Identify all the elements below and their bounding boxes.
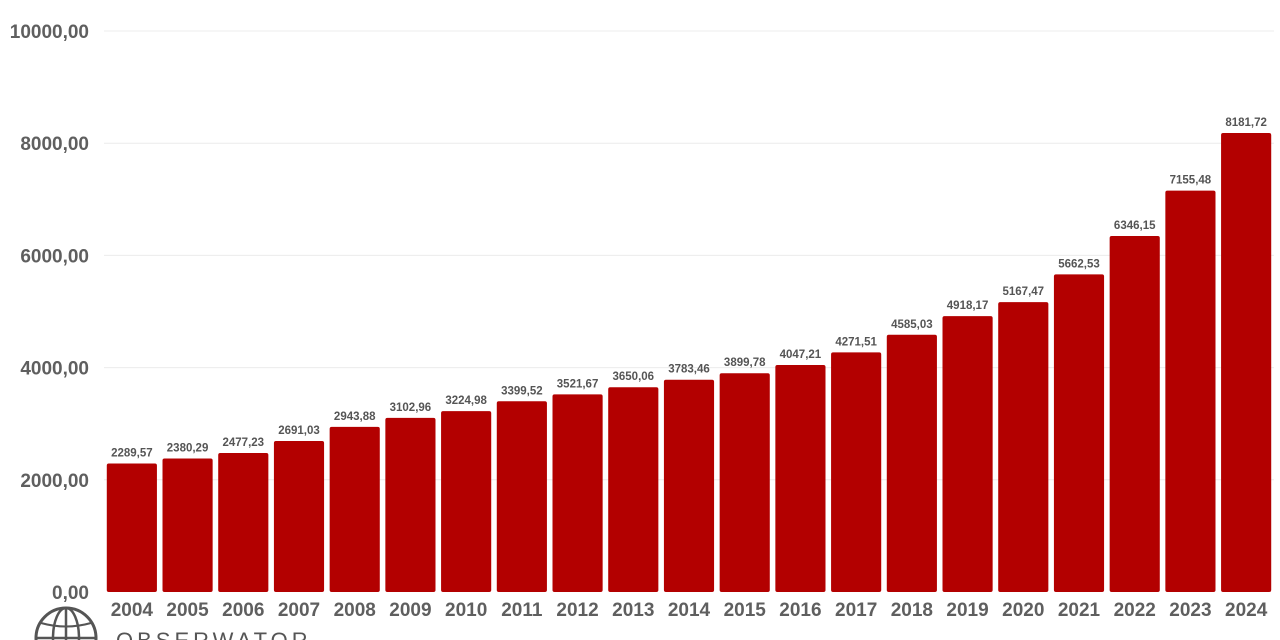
data-labels: 2289,57 2380,29 2477,23 2691,03 2943,88 3102,… — [111, 117, 1267, 460]
data-label: 2943,88 — [334, 411, 376, 423]
globe-icon — [34, 606, 98, 640]
y-tick-label: 0,00 — [52, 583, 89, 604]
data-label: 3399,52 — [501, 385, 543, 397]
x-tick-label: 2009 — [389, 600, 431, 621]
data-label: 2691,03 — [278, 425, 320, 437]
x-tick-label: 2021 — [1058, 600, 1101, 621]
data-label: 4585,03 — [891, 319, 933, 331]
bar-2009 — [385, 417, 436, 592]
x-tick-label: 2023 — [1169, 600, 1211, 621]
x-tick-label: 2008 — [334, 600, 376, 621]
data-label: 6346,15 — [1114, 220, 1156, 232]
x-tick-label: 2022 — [1114, 600, 1156, 621]
data-label: 3521,67 — [557, 378, 599, 390]
y-tick-label: 8000,00 — [20, 134, 89, 155]
bar-2019 — [942, 316, 993, 592]
bar-2015 — [719, 373, 770, 592]
x-axis: 2004 2005 2006 2007 2008 2009 2010 2011 2012 2013… — [111, 600, 1268, 621]
data-label: 3224,98 — [445, 395, 487, 407]
bar-2017 — [831, 352, 882, 592]
data-label: 2380,29 — [167, 442, 209, 454]
data-label: 8181,72 — [1225, 117, 1267, 129]
bar-2006 — [218, 453, 269, 592]
y-tick-label: 6000,00 — [20, 246, 89, 267]
bar-2016 — [775, 364, 826, 592]
data-label: 4918,17 — [947, 300, 989, 312]
x-tick-label: 2020 — [1002, 600, 1044, 621]
bar-2005 — [162, 458, 213, 592]
bar-2018 — [886, 334, 937, 592]
data-label: 4047,21 — [780, 349, 822, 361]
x-tick-label: 2014 — [668, 600, 711, 621]
bar-2011 — [496, 401, 547, 592]
data-label: 5662,53 — [1058, 258, 1100, 270]
logo-text: OBSERWATOR — [116, 628, 312, 640]
bar-2023 — [1165, 190, 1216, 592]
y-tick-label: 2000,00 — [20, 471, 89, 492]
data-label: 2477,23 — [222, 437, 264, 449]
data-label: 5167,47 — [1002, 286, 1044, 298]
bar-2021 — [1053, 274, 1105, 592]
bar-2020 — [998, 302, 1049, 592]
bar-2013 — [608, 387, 659, 592]
bars — [106, 133, 1272, 593]
bar-2024 — [1221, 133, 1272, 593]
x-tick-label: 2007 — [278, 600, 320, 621]
bar-2007 — [273, 441, 325, 592]
data-label: 4271,51 — [835, 336, 877, 348]
data-label: 3102,96 — [390, 402, 432, 414]
data-label: 3783,46 — [668, 364, 710, 376]
y-axis: 0,00 2000,00 4000,00 6000,00 8000,00 10000,00 — [10, 22, 89, 604]
bar-2022 — [1109, 235, 1160, 592]
data-label: 3899,78 — [724, 357, 766, 369]
x-tick-label: 2011 — [501, 600, 543, 621]
x-tick-label: 2012 — [556, 600, 598, 621]
bar-2008 — [329, 426, 380, 592]
data-label: 3650,06 — [612, 371, 654, 383]
y-tick-label: 4000,00 — [20, 359, 89, 380]
data-label: 2289,57 — [111, 448, 153, 460]
x-tick-label: 2004 — [111, 600, 154, 621]
bar-2004 — [106, 463, 157, 592]
bar-2012 — [552, 394, 603, 592]
x-tick-label: 2005 — [166, 600, 209, 621]
x-tick-label: 2017 — [835, 600, 877, 621]
logo: OBSERWATOR — [34, 606, 312, 640]
x-tick-label: 2016 — [779, 600, 821, 621]
x-tick-label: 2010 — [445, 600, 487, 621]
bar-2010 — [441, 411, 492, 592]
x-tick-label: 2006 — [222, 600, 264, 621]
x-tick-label: 2015 — [724, 600, 767, 621]
x-tick-label: 2013 — [612, 600, 654, 621]
x-tick-label: 2019 — [946, 600, 988, 621]
y-tick-label: 10000,00 — [10, 22, 89, 43]
bar-2014 — [663, 379, 715, 592]
x-tick-label: 2024 — [1225, 600, 1268, 621]
data-label: 7155,48 — [1170, 175, 1212, 187]
x-tick-label: 2018 — [891, 600, 933, 621]
